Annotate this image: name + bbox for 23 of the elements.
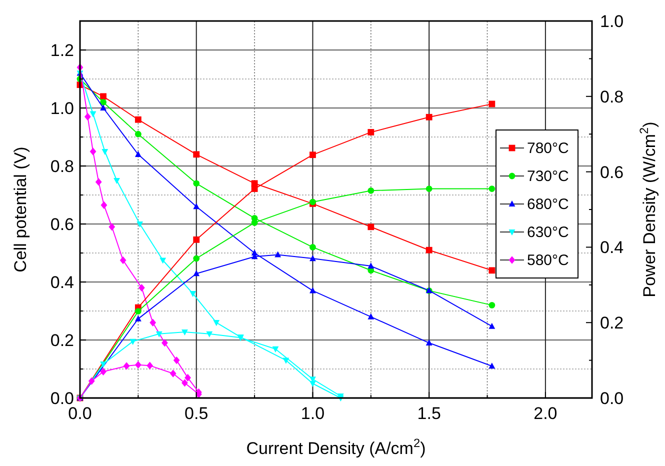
- legend-label: 680°C: [527, 196, 570, 213]
- x-axis-title: Current Density (A/cm$^{2}$): [246, 436, 426, 458]
- x-tick-label: 2.0: [534, 404, 558, 423]
- y2-tick-label: 1.0: [600, 12, 624, 31]
- y2-tick-label: 0.6: [600, 162, 624, 182]
- x-tick-label: 1.5: [417, 404, 441, 423]
- legend-label: 580°C: [527, 252, 570, 269]
- y-tick-label: 0.4: [50, 273, 74, 292]
- x-tick-label: 1.0: [300, 404, 325, 423]
- y-axis-title: Cell potential (V): [11, 146, 30, 272]
- y-tick-label: 0.8: [50, 157, 74, 176]
- legend-label: 780°C: [527, 140, 570, 157]
- y2-tick-label: 0.2: [600, 314, 624, 333]
- y2-tick-label: 0.0: [600, 389, 624, 408]
- legend-label: 730°C: [527, 168, 570, 185]
- y-tick-label: 0.6: [50, 215, 74, 234]
- legend-label: 630°C: [527, 224, 570, 241]
- y-tick-label: 1.0: [50, 99, 74, 118]
- y2-tick-label: 0.8: [600, 87, 624, 106]
- y-tick-label: 0.2: [50, 331, 74, 350]
- y-tick-label: 1.2: [50, 41, 74, 60]
- x-tick-label: 0.5: [184, 404, 208, 423]
- y2-tick-label: 0.4: [600, 238, 624, 258]
